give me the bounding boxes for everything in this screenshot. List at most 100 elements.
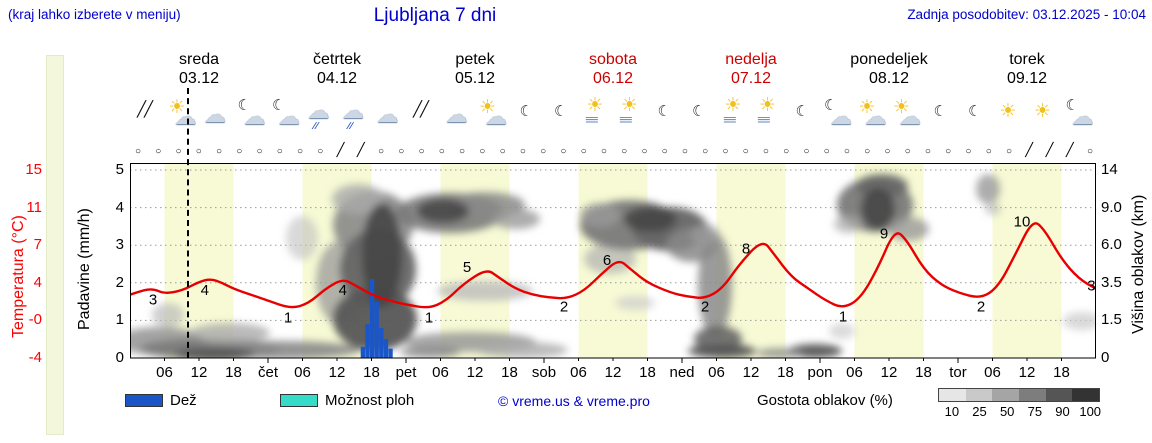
sky-circle-icon: ○ — [256, 146, 263, 157]
day-name: nedelja — [725, 51, 777, 68]
day-name: ponedeljek — [850, 51, 928, 68]
day-name: petek — [455, 51, 495, 68]
x-day-label: ned — [669, 364, 695, 381]
svg-text:1: 1 — [284, 310, 292, 327]
x-hour-tick-label: 18 — [777, 364, 794, 381]
sky-circle-icon: ○ — [641, 146, 648, 157]
sky-circle-icon: ○ — [1005, 146, 1012, 157]
temp-tick-label: -4 — [28, 349, 42, 366]
day-name: torek — [1009, 51, 1045, 68]
x-hour-tick-label: 06 — [294, 364, 311, 381]
showers-legend-label: Možnost ploh — [325, 392, 415, 409]
fog-sun-icon: ☀ ≡ — [722, 95, 742, 127]
copyright-link[interactable]: © vreme.us & vreme.pro — [498, 393, 650, 409]
x-hour-tick-label: 18 — [363, 364, 380, 381]
sun-cloud-icon: ☀ ☁ — [893, 97, 921, 129]
sky-circle-icon: ○ — [965, 146, 972, 157]
svg-text:2: 2 — [701, 299, 709, 316]
wind-barb-icon: ╱ — [1025, 142, 1034, 157]
day-header-ponedeljek: ponedeljek 08.12 — [824, 50, 954, 88]
cloud-density-segment — [939, 389, 966, 401]
rain-legend-swatch — [125, 394, 163, 407]
day-date: 04.12 — [316, 70, 358, 87]
day-name: sobota — [588, 51, 638, 68]
svg-text:3: 3 — [1087, 278, 1095, 295]
menu-hint: (kraj lahko izberete v meniju) — [8, 7, 181, 22]
precip-tick-label: 3 — [115, 236, 124, 254]
sky-circle-icon: ○ — [519, 146, 526, 157]
x-hour-tick-label: 12 — [604, 364, 622, 381]
x-hour-tick-label: 06 — [156, 364, 173, 381]
moon-cloud-icon: ☾ ☁ — [1065, 97, 1094, 129]
precip-axis-label: Padavine (mm/h) — [76, 208, 93, 330]
x-hour-tick-label: 12 — [190, 364, 208, 381]
x-hour-tick-label: 12 — [466, 364, 484, 381]
day-date: 07.12 — [730, 70, 772, 87]
sky-circle-icon: ○ — [783, 146, 790, 157]
precip-tick-label: 0 — [115, 349, 124, 366]
moon-icon: ☾ — [519, 103, 533, 120]
fog-sun-icon: ☀ ≡ — [584, 95, 604, 127]
moon-icon: ☾ — [795, 103, 809, 120]
svg-text:1: 1 — [839, 309, 847, 326]
wind-icon: ╱ ╱ — [137, 101, 154, 118]
cloud-density-scale — [938, 388, 1100, 402]
cloud-height-tick-label: 14 — [1101, 161, 1118, 178]
sky-circle-icon: ○ — [1086, 146, 1094, 157]
x-hour-tick-label: 06 — [708, 364, 725, 381]
svg-text:1: 1 — [425, 310, 433, 327]
day-header-sobota: sobota 06.12 — [548, 50, 678, 88]
sky-circle-icon: ○ — [924, 146, 931, 157]
sky-circle-icon: ○ — [762, 146, 769, 157]
x-hour-tick-label: 18 — [915, 364, 932, 381]
sun-icon: ☀ — [1034, 101, 1052, 122]
sky-circle-icon: ○ — [459, 146, 466, 157]
cloud-density-tick-label: 10 — [944, 404, 960, 419]
moon-icon: ☾ — [933, 103, 947, 120]
day-name: četrtek — [312, 51, 361, 68]
sky-circle-icon: ○ — [398, 146, 405, 157]
plot-svg: 3 4 1 4 1 5 2 6 2 8 1 9 2 10 3 — [130, 163, 1096, 363]
svg-text:6: 6 — [603, 252, 611, 269]
last-update: Zadnja posodobitev: 03.12.2025 - 10:04 — [907, 7, 1146, 22]
sun-icon: ☀ — [999, 101, 1017, 122]
x-hour-tick-label: 12 — [742, 364, 760, 381]
page-title: Ljubljana 7 dni — [373, 5, 497, 26]
x-hour-tick-label: 12 — [1018, 364, 1036, 381]
sky-circle-icon: ○ — [317, 146, 324, 157]
cloud-density-segment — [1045, 389, 1073, 401]
sky-circle-icon: ○ — [722, 146, 729, 157]
cloud-density-segment — [992, 389, 1020, 401]
sky-circle-icon: ○ — [195, 146, 202, 157]
sky-circle-icon: ○ — [418, 146, 425, 157]
moon-cloud-icon: ☾ ☁ — [824, 97, 852, 129]
x-hour-tick-label: 06 — [570, 364, 587, 381]
x-axis-tickmarks — [164, 358, 1062, 363]
x-day-label: pon — [807, 364, 833, 381]
day-header-četrtek: četrtek 04.12 — [272, 50, 402, 88]
sky-circle-icon: ○ — [215, 146, 223, 157]
sky-circle-icon: ○ — [945, 146, 952, 157]
cloud-density-tick-label: 100 — [1079, 404, 1102, 419]
precip-tick-label: 2 — [115, 273, 124, 291]
cloud-density-tick-label: 90 — [1055, 404, 1070, 419]
svg-text:9: 9 — [880, 225, 888, 242]
day-date: 06.12 — [592, 70, 634, 87]
sky-circle-icon: ○ — [438, 146, 445, 157]
sky-circle-icon: ○ — [884, 146, 891, 157]
day-header-nedelja: nedelja 07.12 — [686, 50, 816, 88]
temp-tick-label: 15 — [25, 161, 42, 178]
svg-text:4: 4 — [339, 282, 347, 299]
x-hour-tick-label: 06 — [984, 364, 1001, 381]
svg-text:2: 2 — [977, 299, 985, 316]
cloud-density-tick-label: 75 — [1027, 404, 1043, 419]
sky-circle-icon: ○ — [378, 146, 385, 157]
wind-barb-icon: ╱ — [1045, 142, 1054, 157]
moon-icon: ☾ — [968, 103, 982, 120]
sky-circle-icon: ○ — [904, 146, 911, 157]
wind-barb-icon: ╱ — [336, 142, 345, 157]
x-hour-tick-label: 18 — [225, 364, 242, 381]
sky-circle-icon: ○ — [134, 146, 142, 157]
x-hour-tick-label: 06 — [432, 364, 449, 381]
